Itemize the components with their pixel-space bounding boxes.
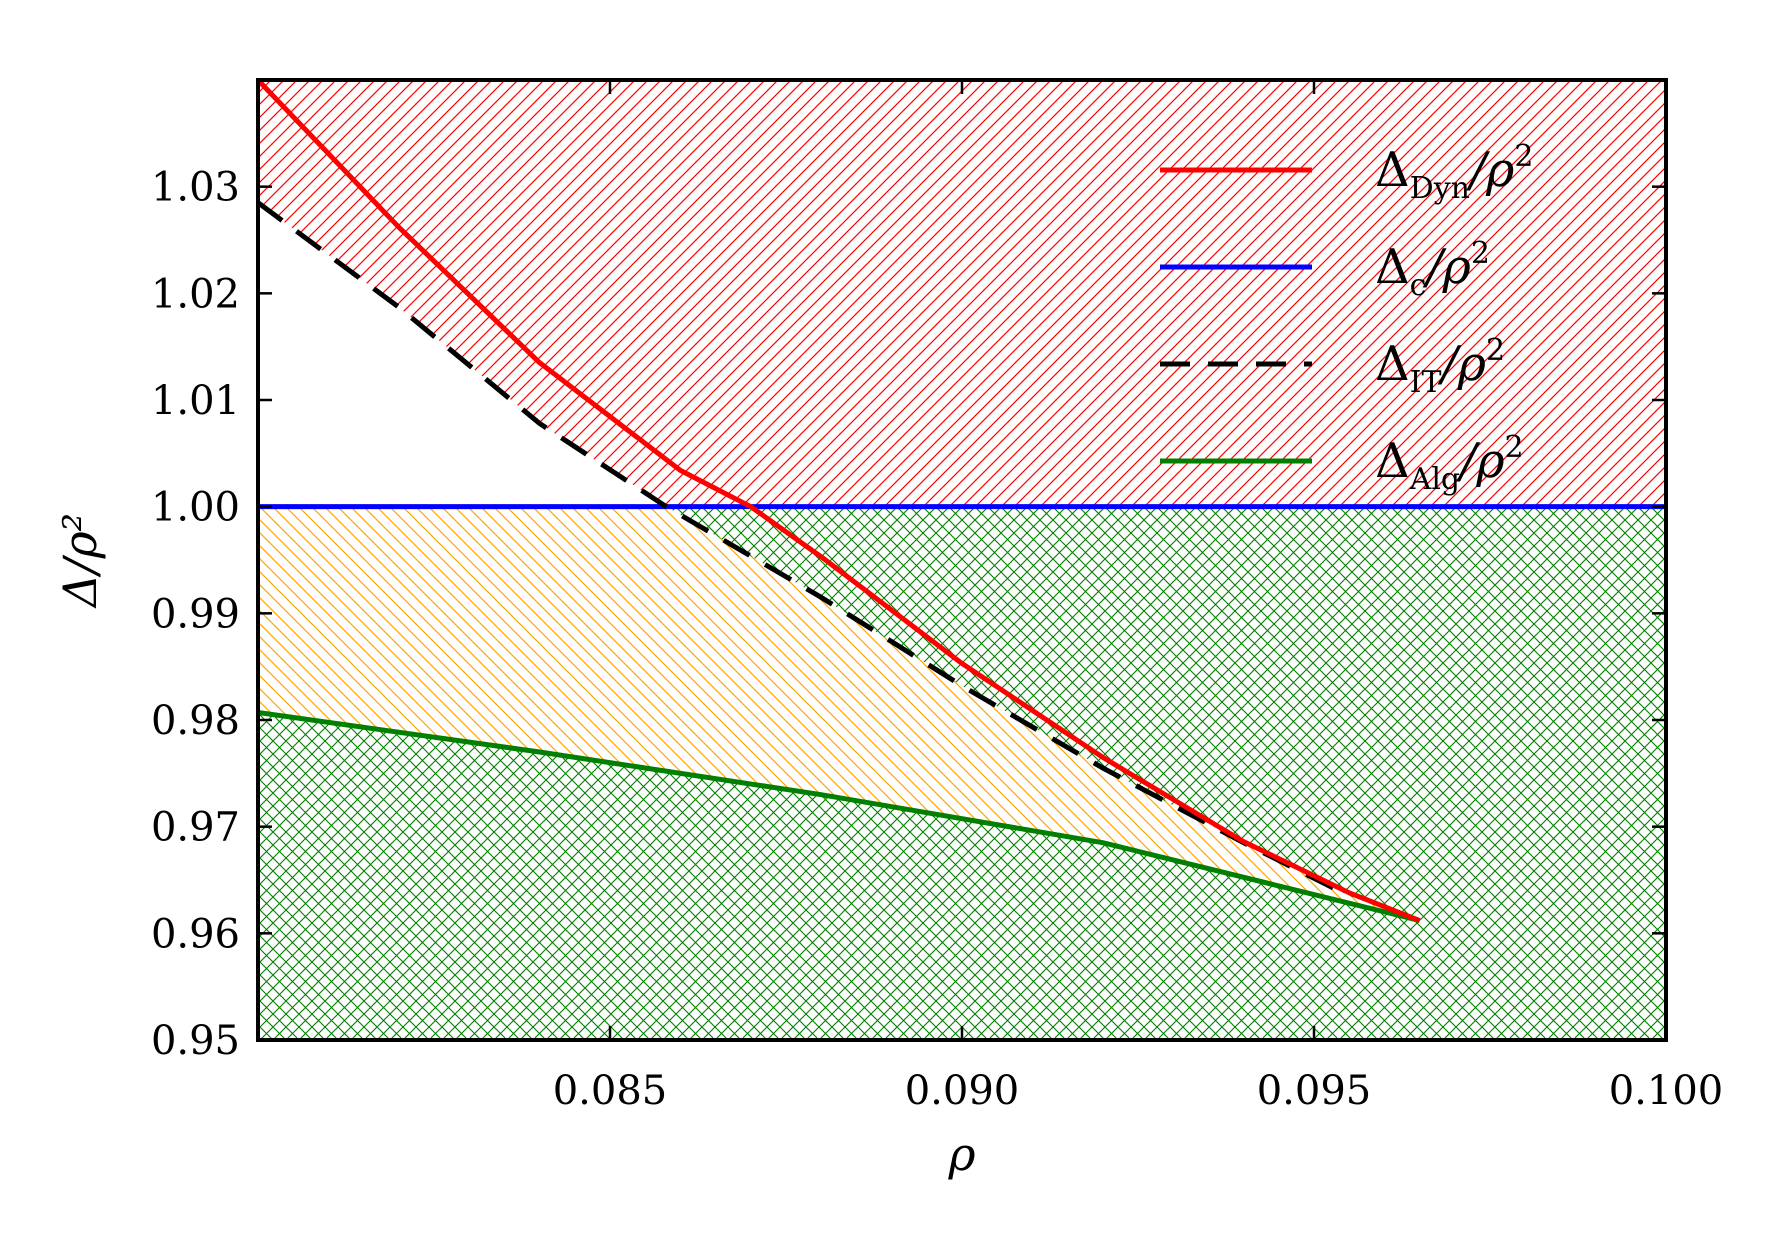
legend-label-alg: ΔAlg/ρ2 [1375,430,1524,497]
y-axis-label: Δ/ρ² [53,513,107,609]
series-line-it [258,200,1351,899]
hatched-regions [258,80,1666,1040]
series-line-alg [258,710,1421,923]
x-tick-label: 0.085 [553,1068,668,1114]
axis-ticks: 0.085 0.090 0.095 0.100 0.95 0.96 0.97 0.98 0.99… [151,80,1723,1114]
y-tick-label: 0.97 [151,805,240,851]
y-tick-label: 0.99 [151,591,240,637]
y-tick-label: 0.95 [151,1018,240,1064]
legend-label-dyn: ΔDyn/ρ2 [1375,139,1533,206]
series-lines [258,80,1666,923]
x-tick-label: 0.095 [1257,1068,1372,1114]
series-line-dyn [258,80,1421,923]
y-tick-label: 1.02 [151,271,240,317]
legend-label-it: ΔIT/ρ2 [1375,333,1505,400]
legend-label-c: Δc/ρ2 [1375,236,1490,303]
y-tick-label: 1.01 [151,378,240,424]
y-tick-label: 1.03 [151,165,240,211]
region-orange-hatch [258,506,1420,921]
y-tick-label: 0.98 [151,698,240,744]
x-axis-label: ρ [947,1127,975,1181]
x-tick-label: 0.100 [1609,1068,1724,1114]
x-tick-label: 0.090 [905,1068,1020,1114]
region-red-hatch [258,80,1666,507]
legend: ΔDyn/ρ2 Δc/ρ2 ΔIT/ρ2 ΔAlg/ρ2 [1160,139,1533,497]
y-tick-label: 0.96 [151,911,240,957]
y-tick-label: 1.00 [151,485,240,531]
region-green-crosshatch [258,506,1666,1040]
